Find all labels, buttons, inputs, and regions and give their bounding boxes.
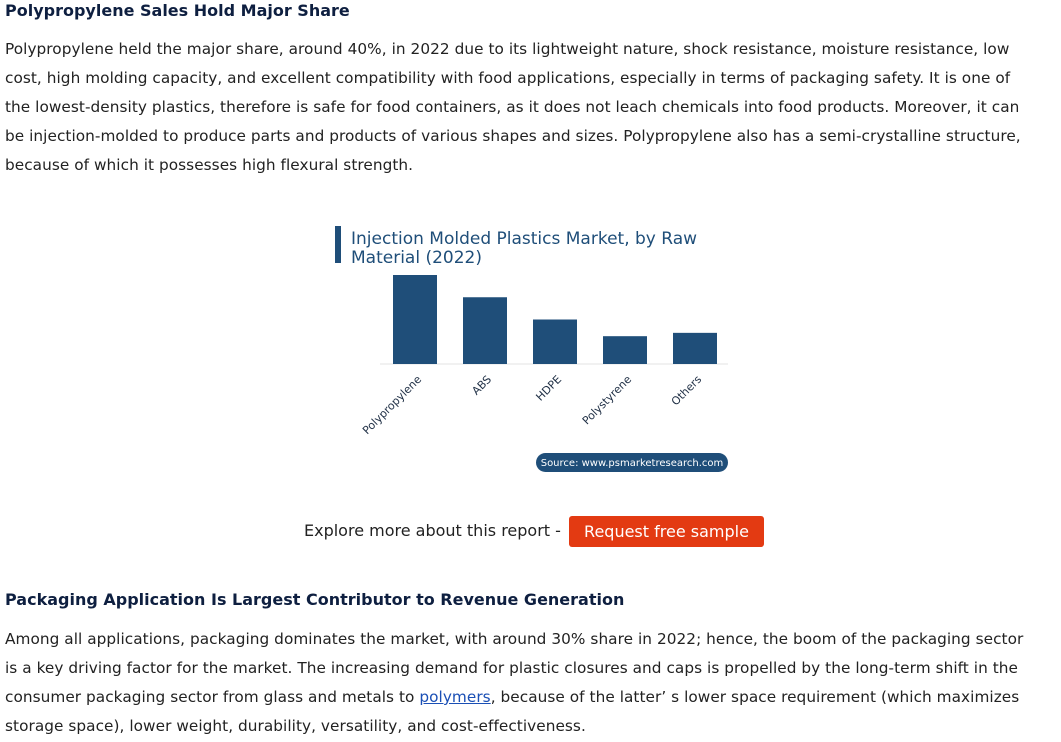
bar-others [673, 332, 717, 364]
chart-category-labels: Polypropylene ABS HDPE Polystyrene Others [360, 373, 704, 437]
paragraph-line: the lowest-density plastics, therefore i… [5, 98, 1020, 116]
paragraph-line: storage space), lower weight, durability… [5, 717, 586, 735]
category-label-hdpe: HDPE [533, 373, 564, 404]
bar-polypropylene [393, 275, 437, 364]
bar-hdpe [533, 319, 577, 364]
chart-source-badge [536, 453, 728, 472]
chart-svg: Injection Molded Plastics Market, by Raw… [335, 226, 728, 472]
paragraph-line: cost, high molding capacity, and excelle… [5, 69, 1011, 87]
chart-bars [393, 275, 717, 364]
paragraph-line: is a key driving factor for the market. … [5, 659, 1018, 677]
category-label-others: Others [669, 373, 705, 409]
category-label-polystyrene: Polystyrene [580, 373, 635, 428]
raw-material-bar-chart: Injection Molded Plastics Market, by Raw… [330, 222, 740, 477]
paragraph-line: Polypropylene held the major share, arou… [5, 40, 1010, 58]
bar-polystyrene [603, 336, 647, 364]
request-free-sample-button[interactable]: Request free sample [569, 516, 764, 547]
paragraph-text: consumer packaging sector from glass and… [5, 688, 420, 706]
paragraph-text: , because of the latter’ s lower space r… [490, 688, 1020, 706]
report-cta: Explore more about this report - Request… [0, 516, 1061, 548]
category-label-abs: ABS [469, 373, 494, 398]
chart-source-text: Source: www.psmarketresearch.com [541, 458, 724, 469]
chart-title-line-2: Material (2022) [351, 248, 482, 268]
section-heading-polypropylene: Polypropylene Sales Hold Major Share [5, 1, 350, 20]
paragraph-line: consumer packaging sector from glass and… [5, 683, 1059, 712]
chart-title-line-1: Injection Molded Plastics Market, by Raw [351, 229, 697, 249]
paragraph-line: be injection-molded to produce parts and… [5, 127, 1021, 145]
paragraph-line: Among all applications, packaging domina… [5, 630, 1024, 648]
cta-text: Explore more about this report - [304, 521, 561, 540]
bar-abs [463, 297, 507, 364]
polymers-link[interactable]: polymers [419, 688, 491, 706]
section-heading-packaging: Packaging Application Is Largest Contrib… [5, 590, 625, 609]
chart-title-accent-bar [335, 226, 341, 263]
polypropylene-paragraph: Polypropylene held the major share, arou… [5, 35, 1059, 180]
paragraph-line: because of which it possesses high flexu… [5, 156, 414, 174]
packaging-paragraph: Among all applications, packaging domina… [5, 625, 1059, 741]
category-label-polypropylene: Polypropylene [360, 373, 424, 437]
